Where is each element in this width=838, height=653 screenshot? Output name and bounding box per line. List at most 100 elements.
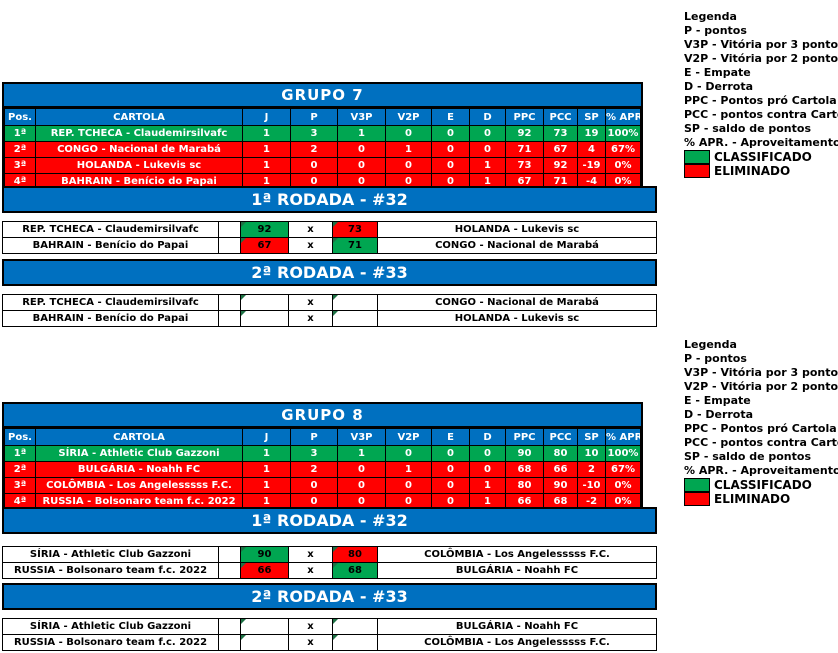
header-pos: Pos.	[4, 428, 36, 446]
score-separator: x	[288, 562, 333, 579]
matches-table: REP. TCHECA - Claudemirsilvafc x CONGO -…	[2, 294, 657, 327]
stat-cell: 0	[337, 173, 386, 190]
stat-cell: 0	[469, 125, 506, 142]
standings-row: 3ª HOLANDA - Lukevis sc 1 0 0 0 0 1 73 9…	[4, 157, 641, 174]
legend-line: PPC - Pontos pró Cartola	[684, 422, 837, 435]
stat-cell: 0	[431, 141, 470, 158]
away-score-cell[interactable]: 68	[332, 562, 378, 579]
eliminated-label: ELIMINADO	[714, 164, 791, 178]
stat-cell: 67%	[605, 141, 641, 158]
stat-cell: 80	[543, 445, 578, 462]
stat-cell: 0	[431, 477, 470, 494]
stat-cell: 1	[385, 141, 432, 158]
standings-header-row: Pos. CARTOLA J P V3P V2P E D PPC PCC SP …	[4, 428, 641, 446]
stat-cell: 0%	[605, 493, 641, 510]
legend-line: D - Derrota	[684, 408, 754, 421]
stat-cell: 1	[242, 141, 291, 158]
home-score-cell[interactable]: 66	[240, 562, 289, 579]
home-score-cell[interactable]	[240, 310, 289, 327]
pos-cell: 3ª	[4, 477, 36, 494]
away-score-cell[interactable]	[332, 310, 378, 327]
spacer-cell	[218, 310, 241, 327]
stat-cell: 19	[577, 125, 606, 142]
match-row: BAHRAIN - Benício do Papai 67 x 71 CONGO…	[2, 237, 657, 254]
stat-cell: 1	[242, 157, 291, 174]
legend-line: P - pontos	[684, 24, 747, 37]
pos-cell: 2ª	[4, 461, 36, 478]
match-row: SÍRIA - Athletic Club Gazzoni 90 x 80 CO…	[2, 546, 657, 563]
away-team-cell: CONGO - Nacional de Marabá	[377, 294, 657, 311]
away-team-cell: HOLANDA - Lukevis sc	[377, 221, 657, 238]
legend-top: Legenda P - pontos V3P - Vitória por 3 p…	[684, 10, 838, 178]
legend-line: SP - saldo de pontos	[684, 450, 811, 463]
eliminated-label: ELIMINADO	[714, 492, 791, 506]
home-score-cell[interactable]: 90	[240, 546, 289, 563]
team-cell: COLÔMBIA - Los Angelesssss F.C.	[35, 477, 243, 494]
legend-line: E - Empate	[684, 66, 751, 79]
stat-cell: 0	[431, 125, 470, 142]
header-sp: SP	[577, 108, 606, 126]
classified-label: CLASSIFICADO	[714, 478, 812, 492]
legend-eliminated-row: ELIMINADO	[684, 492, 838, 506]
stat-cell: 10	[577, 445, 606, 462]
legend-line: V2P - Vitória por 2 pontos	[684, 52, 838, 65]
spacer-cell	[218, 237, 241, 254]
legend-line: V2P - Vitória por 2 pontos	[684, 380, 838, 393]
legend-line: % APR. - Aproveitamento	[684, 464, 838, 477]
stat-cell: 4	[577, 141, 606, 158]
away-score-cell[interactable]: 80	[332, 546, 378, 563]
header-v2p: V2P	[385, 428, 432, 446]
stat-cell: 1	[242, 477, 291, 494]
away-score-cell[interactable]	[332, 294, 378, 311]
team-cell: REP. TCHECA - Claudemirsilvafc	[35, 125, 243, 142]
legend-line: % APR. - Aproveitamento	[684, 136, 838, 149]
header-ppc: PPC	[505, 428, 544, 446]
score-separator: x	[288, 618, 333, 635]
header-apr: % APR.	[605, 108, 641, 126]
matches-table: SÍRIA - Athletic Club Gazzoni x BULGÁRIA…	[2, 618, 657, 651]
stat-cell: 1	[337, 445, 386, 462]
pos-cell: 4ª	[4, 493, 36, 510]
header-d: D	[469, 428, 506, 446]
stat-cell: 1	[385, 461, 432, 478]
stat-cell: 0%	[605, 157, 641, 174]
away-score-cell[interactable]	[332, 618, 378, 635]
away-score-cell[interactable]	[332, 634, 378, 651]
match-row: RUSSIA - Bolsonaro team f.c. 2022 x COLÔ…	[2, 634, 657, 651]
away-team-cell: BULGÁRIA - Noahh FC	[377, 562, 657, 579]
standings-row: 1ª REP. TCHECA - Claudemirsilvafc 1 3 1 …	[4, 125, 641, 142]
legend-classified-row: CLASSIFICADO	[684, 478, 838, 492]
home-team-cell: BAHRAIN - Benício do Papai	[2, 310, 219, 327]
home-team-cell: BAHRAIN - Benício do Papai	[2, 237, 219, 254]
stat-cell: 71	[505, 141, 544, 158]
home-team-cell: SÍRIA - Athletic Club Gazzoni	[2, 618, 219, 635]
home-score-cell[interactable]	[240, 634, 289, 651]
home-score-cell[interactable]: 92	[240, 221, 289, 238]
stat-cell: 0	[385, 445, 432, 462]
legend-line: E - Empate	[684, 394, 751, 407]
legend-line: V3P - Vitória por 3 pontos	[684, 366, 838, 379]
standings-row: 2ª CONGO - Nacional de Marabá 1 2 0 1 0 …	[4, 141, 641, 158]
stat-cell: 0	[290, 157, 338, 174]
stat-cell: 3	[290, 125, 338, 142]
stat-cell: 0	[385, 173, 432, 190]
spacer-cell	[218, 294, 241, 311]
header-p: P	[290, 428, 338, 446]
stat-cell: 0	[431, 445, 470, 462]
away-score-cell[interactable]: 73	[332, 221, 378, 238]
header-cartola: CARTOLA	[35, 428, 243, 446]
group7-title: GRUPO 7	[4, 84, 641, 108]
away-score-cell[interactable]: 71	[332, 237, 378, 254]
stat-cell: 1	[242, 461, 291, 478]
legend-title: Legenda	[684, 10, 737, 23]
home-score-cell[interactable]: 67	[240, 237, 289, 254]
eliminated-swatch	[684, 164, 710, 178]
eliminated-swatch	[684, 492, 710, 506]
stat-cell: 1	[337, 125, 386, 142]
home-score-cell[interactable]	[240, 618, 289, 635]
home-score-cell[interactable]	[240, 294, 289, 311]
stat-cell: 0	[337, 141, 386, 158]
standings-row: 4ª RUSSIA - Bolsonaro team f.c. 2022 1 0…	[4, 493, 641, 510]
home-team-cell: REP. TCHECA - Claudemirsilvafc	[2, 221, 219, 238]
header-v3p: V3P	[337, 108, 386, 126]
